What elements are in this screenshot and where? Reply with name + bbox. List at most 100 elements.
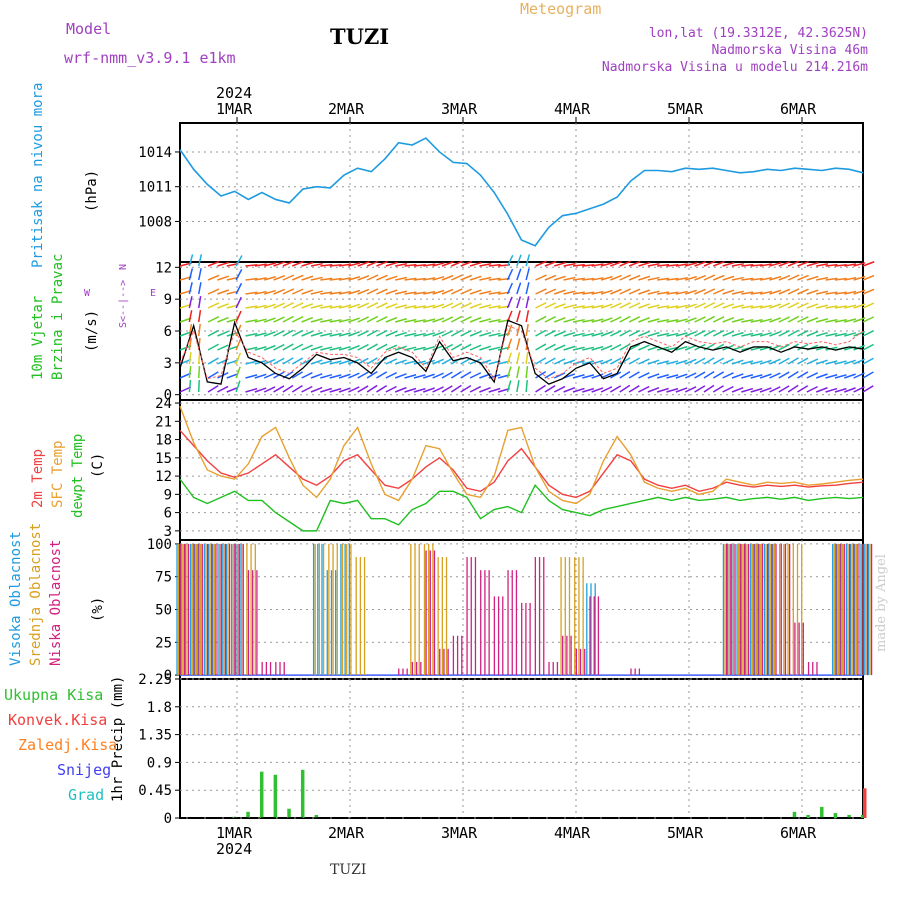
wind-arrow xyxy=(423,304,436,309)
wind-arrow xyxy=(217,330,229,337)
wind-arrow xyxy=(432,303,445,309)
wind-arrow xyxy=(516,338,521,351)
day-label-top-3: 3MAR xyxy=(441,100,478,118)
wind-arrow xyxy=(310,359,323,365)
wind-arrow xyxy=(582,374,595,379)
wind-arrow xyxy=(553,372,566,379)
wind-arrow xyxy=(582,346,595,351)
wind-arrow xyxy=(525,379,528,393)
wind-arrow xyxy=(778,343,790,351)
wind-arrow xyxy=(245,319,258,323)
wind-arrow xyxy=(450,329,463,337)
wind-arrow xyxy=(862,357,874,365)
wind-arrow xyxy=(816,290,829,295)
wind-arrow xyxy=(722,330,735,337)
wind-arrow xyxy=(441,316,454,323)
wind-arrow xyxy=(825,305,838,309)
wind-arrow xyxy=(413,277,426,281)
wind-arrow xyxy=(759,263,773,267)
wind-arrow xyxy=(357,371,369,379)
wind-arrow xyxy=(451,274,463,281)
precip-total-bar xyxy=(314,814,319,818)
wind-arrow xyxy=(506,324,513,337)
wind-arrow xyxy=(254,346,267,351)
wind-arrow xyxy=(844,263,857,267)
wind-arrow xyxy=(385,385,397,393)
wind-arrow xyxy=(432,358,444,365)
wind-arrow xyxy=(320,305,333,309)
wind-arrow xyxy=(797,357,809,365)
wind-arrow xyxy=(441,288,454,295)
wind-arrow xyxy=(310,290,323,295)
wind-arrow xyxy=(825,277,838,281)
wind-arrow xyxy=(441,261,454,267)
wind-arrow xyxy=(329,387,342,393)
wind-arrow xyxy=(291,316,304,323)
wind-arrow xyxy=(759,277,773,281)
wind-arrow xyxy=(469,372,482,379)
wind-arrow xyxy=(628,288,641,295)
wind-arrow xyxy=(722,372,734,379)
wind-arrow xyxy=(291,329,304,337)
wind-arrow xyxy=(684,317,697,323)
wind-arrow xyxy=(703,288,716,295)
wind-arrow xyxy=(366,371,378,379)
wind-arrow xyxy=(385,330,398,337)
wind-arrow xyxy=(366,260,379,267)
wind-arrow xyxy=(759,359,772,365)
wind-arrow xyxy=(535,274,547,281)
wind-arrow xyxy=(591,318,604,323)
wind-arrow xyxy=(600,275,613,281)
wind-arrow xyxy=(582,277,595,281)
wind-arrow xyxy=(469,385,482,393)
wind-arrow xyxy=(348,276,361,281)
wind-arrow xyxy=(769,303,782,309)
wind-arrow xyxy=(563,290,576,295)
wind-arrow xyxy=(647,304,660,309)
wind-arrow xyxy=(460,274,473,281)
wind-arrow xyxy=(638,344,650,351)
wind-arrow xyxy=(273,302,285,309)
wind-arrow xyxy=(376,329,388,337)
wind-arrow xyxy=(394,359,407,365)
wind-arrow xyxy=(684,386,697,393)
wind-arrow xyxy=(703,370,715,379)
wind-arrow xyxy=(638,358,650,365)
wind-arrow xyxy=(675,359,688,365)
wind-arrow xyxy=(853,386,865,393)
wind-arrow xyxy=(535,370,547,379)
wind-arrow xyxy=(778,371,790,379)
precip-tick-label-4: 0.45 xyxy=(138,783,172,799)
wind-arrow xyxy=(750,346,763,351)
wind-arrow xyxy=(816,263,829,267)
wind-arrow xyxy=(638,330,650,337)
wind-arrow xyxy=(460,385,472,393)
wind-arrow xyxy=(572,346,585,351)
wind-arrow xyxy=(460,343,472,351)
pressure-line xyxy=(179,137,864,247)
precip-total-bar xyxy=(792,811,797,818)
wind-arrow xyxy=(712,385,724,393)
wind-arrow xyxy=(291,371,303,379)
wind-arrow xyxy=(385,358,398,365)
wind-arrow xyxy=(197,296,202,309)
wind-arrow xyxy=(844,359,856,365)
wind-arrow xyxy=(722,261,735,267)
wind-arrow xyxy=(806,261,819,267)
wind-arrow xyxy=(423,318,436,323)
wind-arrow xyxy=(245,291,258,295)
wind-arrow xyxy=(469,261,482,267)
wind-arrow xyxy=(666,387,679,393)
wind-arrow xyxy=(619,343,631,351)
wind-arrow xyxy=(572,387,585,393)
wind-arrow xyxy=(366,357,378,365)
wind-arrow xyxy=(750,305,763,309)
wind-arrow xyxy=(245,264,258,267)
wind-arrow xyxy=(404,360,417,365)
wind-arrow xyxy=(301,316,314,323)
wind-arrow xyxy=(235,255,243,267)
wind-arrow xyxy=(600,344,613,351)
wind-arrow xyxy=(488,332,501,337)
wind-arrow xyxy=(544,274,557,281)
wind-arrow xyxy=(591,290,604,295)
